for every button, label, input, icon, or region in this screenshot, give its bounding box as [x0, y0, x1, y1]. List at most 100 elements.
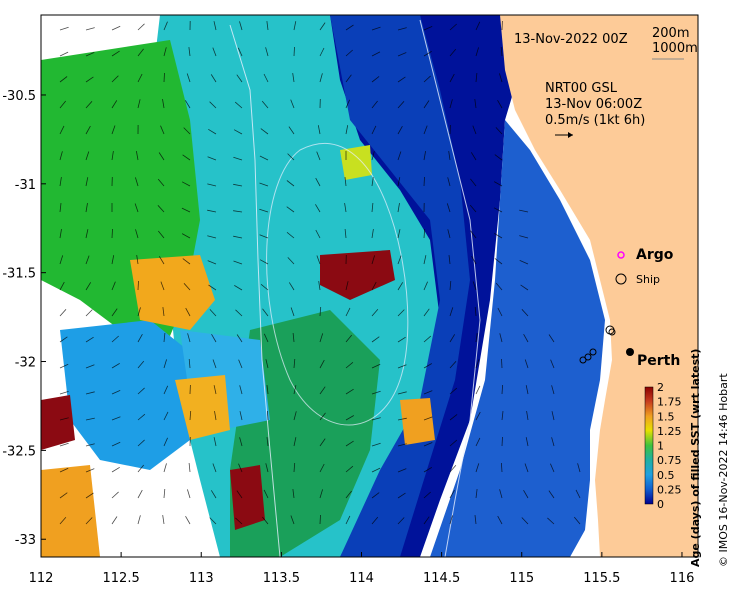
current-arrow — [266, 21, 269, 31]
current-arrow — [524, 359, 529, 369]
current-arrow — [85, 443, 95, 447]
current-arrow — [208, 128, 217, 135]
x-tick-label: 112 — [29, 571, 54, 586]
current-arrow — [260, 283, 269, 291]
current-arrow — [371, 51, 381, 57]
current-arrow — [85, 229, 89, 239]
current-arrow — [501, 462, 503, 473]
current-arrow — [449, 23, 457, 31]
current-arrow — [85, 101, 93, 109]
current-arrow — [319, 438, 326, 447]
current-arrow — [526, 411, 529, 421]
current-arrow — [345, 334, 353, 343]
current-arrow — [397, 229, 401, 239]
current-scale-label: 0.5m/s (1kt 6h) — [545, 113, 645, 128]
current-arrow — [449, 439, 458, 447]
current-arrow — [266, 437, 269, 447]
current-arrow — [521, 517, 529, 525]
current-arrow — [449, 307, 454, 317]
current-arrow — [85, 417, 95, 421]
current-arrow — [259, 182, 269, 187]
ocean-shelf-region — [430, 120, 605, 557]
current-arrow — [59, 391, 69, 395]
current-arrow — [573, 516, 581, 525]
current-arrow — [157, 178, 165, 187]
y-tick-label: -31.5 — [2, 267, 36, 282]
current-arrow — [423, 467, 433, 473]
current-arrow — [397, 336, 406, 343]
current-arrow — [163, 385, 169, 395]
current-arrow — [214, 411, 217, 421]
colorbar-tick-label: 1.5 — [657, 410, 675, 423]
current-arrow — [345, 361, 354, 369]
current-arrow — [499, 73, 503, 83]
x-tick-label: 113 — [189, 571, 214, 586]
current-arrow — [345, 99, 350, 109]
current-arrow — [239, 21, 243, 31]
current-arrow — [449, 361, 457, 369]
current-arrow — [319, 514, 321, 525]
sst-yellow-patch — [340, 145, 372, 180]
current-arrow — [423, 255, 427, 265]
current-arrow — [475, 489, 478, 499]
current-arrow — [423, 442, 433, 447]
current-arrow — [111, 25, 121, 31]
current-arrow — [397, 517, 405, 525]
current-arrow — [319, 306, 322, 317]
current-arrow — [207, 260, 217, 265]
current-arrow — [59, 125, 65, 135]
current-arrow — [319, 463, 325, 473]
current-arrow — [423, 390, 433, 395]
current-arrow — [397, 126, 403, 135]
colorbar-title: Age (days) of filled SST (wrt latest) — [689, 349, 702, 567]
current-arrow — [136, 151, 139, 161]
current-arrow — [209, 517, 217, 525]
ship-track — [579, 325, 616, 364]
current-arrow — [371, 125, 377, 135]
map-plot-area — [41, 15, 698, 557]
current-arrow — [449, 48, 457, 57]
current-arrow — [212, 359, 217, 369]
current-arrow — [345, 125, 349, 135]
perth-marker-icon — [626, 348, 634, 356]
current-arrow — [469, 204, 477, 213]
current-arrow — [233, 156, 243, 161]
current-arrow — [371, 390, 381, 395]
current-arrow — [259, 155, 269, 161]
current-arrow — [59, 203, 62, 213]
x-tick-label: 115.5 — [583, 571, 620, 586]
current-arrow — [371, 516, 379, 525]
y-tick-label: -32.5 — [2, 444, 36, 459]
current-arrow — [423, 75, 431, 83]
current-arrow — [239, 385, 243, 395]
colorbar-tick-label: 0.25 — [657, 483, 682, 496]
current-arrow — [287, 257, 295, 265]
colorbar-tick-label: 1.25 — [657, 425, 682, 438]
current-time-label: 13-Nov 06:00Z — [545, 97, 642, 112]
current-arrow — [207, 156, 217, 161]
current-arrow — [182, 154, 191, 161]
current-arrow — [85, 151, 90, 161]
current-arrow — [475, 333, 478, 343]
current-arrow — [85, 52, 95, 57]
current-arrow — [163, 47, 167, 57]
current-arrow — [288, 282, 295, 291]
current-arrow — [137, 307, 141, 317]
current-arrow — [111, 50, 120, 57]
contour-eddy — [266, 142, 409, 426]
current-arrow — [345, 415, 354, 421]
current-arrow — [85, 76, 94, 83]
current-arrow — [318, 281, 321, 291]
current-arrow — [111, 228, 113, 239]
current-arrow — [260, 128, 269, 135]
current-arrow — [286, 180, 295, 187]
current-arrow — [494, 181, 503, 187]
current-arrow — [497, 515, 503, 525]
current-arrow — [213, 21, 217, 31]
current-arrow — [111, 363, 120, 369]
current-arrow — [236, 334, 243, 343]
current-arrow — [238, 463, 243, 473]
current-arrow — [187, 333, 191, 343]
current-arrow — [471, 256, 477, 265]
current-arrow — [345, 24, 354, 31]
